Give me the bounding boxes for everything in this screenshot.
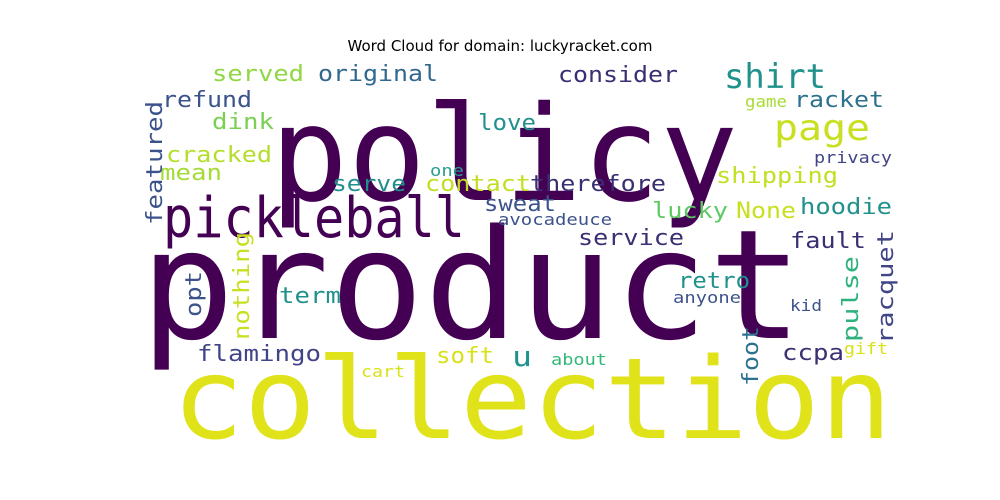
word-lucky: lucky xyxy=(652,199,728,224)
word-soft: soft xyxy=(436,344,494,369)
word-served: served xyxy=(212,62,304,87)
word-service: service xyxy=(578,226,684,251)
word-kid: kid xyxy=(790,296,822,315)
word-avocadeuce: avocadeuce xyxy=(498,210,612,229)
word-shirt: shirt xyxy=(724,57,826,97)
word-game: game xyxy=(745,92,787,111)
word-foot: foot xyxy=(739,326,764,386)
word-product: product xyxy=(140,197,803,374)
word-mean: mean xyxy=(160,161,222,186)
word-page: page xyxy=(774,108,870,149)
word-fault: fault xyxy=(790,229,866,254)
word-consider: consider xyxy=(558,63,678,88)
word-shipping: shipping xyxy=(716,164,838,189)
word-pulse: pulse xyxy=(839,256,864,342)
word-hoodie: hoodie xyxy=(800,195,892,220)
word-privacy: privacy xyxy=(814,148,892,167)
word-term: term xyxy=(279,284,341,309)
word-therefore: therefore xyxy=(530,172,666,197)
word-contact: contact xyxy=(425,172,531,197)
word-about: about xyxy=(551,350,607,369)
word-sweat: sweat xyxy=(484,192,556,217)
word-racket: racket xyxy=(794,88,884,113)
word-cart: cart xyxy=(361,362,405,381)
word-policy: policy xyxy=(270,78,738,232)
word-gift: gift xyxy=(844,339,888,358)
word-racquet: racquet xyxy=(874,230,899,344)
word-refund: refund xyxy=(162,88,252,113)
chart-title: Word Cloud for domain: luckyracket.com xyxy=(347,37,653,55)
word-retro: retro xyxy=(678,269,750,294)
word-ccpa: ccpa xyxy=(782,341,844,366)
word-nothing: nothing xyxy=(230,232,255,340)
word-featured: featured xyxy=(143,101,168,225)
word-u: u xyxy=(512,340,532,373)
word-none: None xyxy=(736,199,796,224)
word-pickleball: pickleball xyxy=(163,186,465,251)
word-cracked: cracked xyxy=(166,143,272,168)
word-love: love xyxy=(478,111,536,136)
word-original: original xyxy=(318,62,438,87)
word-anyone: anyone xyxy=(673,288,741,307)
word-dink: dink xyxy=(212,110,274,135)
word-opt: opt xyxy=(182,271,207,317)
word-serve: serve xyxy=(332,172,406,197)
word-one: one xyxy=(430,161,464,180)
word-flamingo: flamingo xyxy=(197,342,321,367)
word-collection: collection xyxy=(172,335,892,465)
